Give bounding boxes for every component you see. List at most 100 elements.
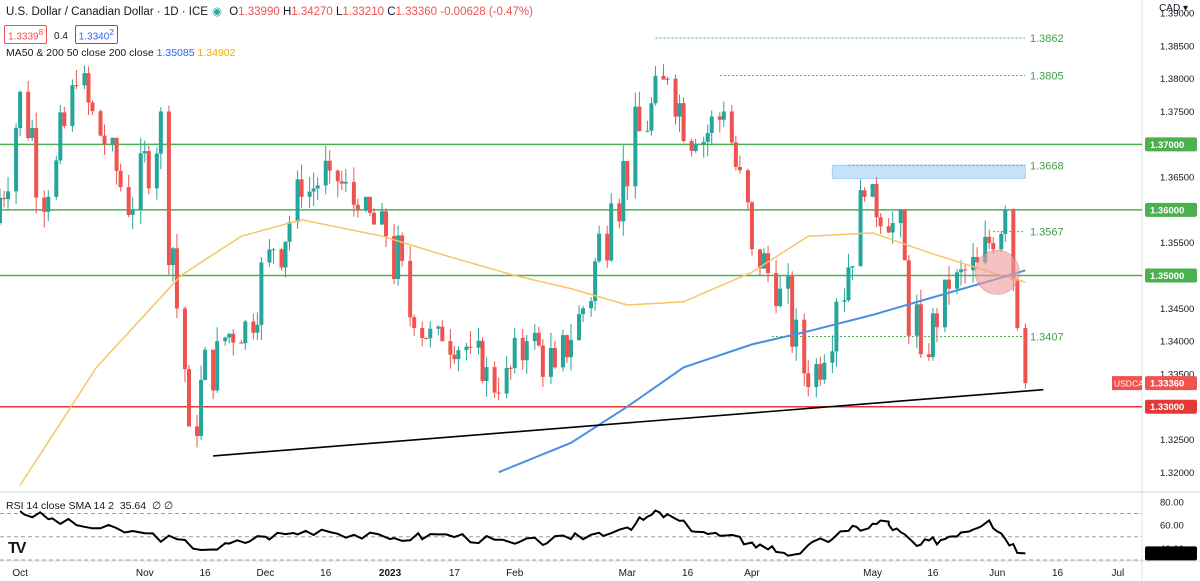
candle-body	[709, 116, 714, 134]
candle-body	[508, 367, 513, 369]
candle-body	[946, 279, 951, 289]
candle-body	[412, 317, 417, 328]
candle-body	[846, 267, 851, 301]
candle-body	[665, 78, 670, 80]
candle-body	[625, 161, 630, 187]
y-tick-label: 1.35500	[1160, 238, 1194, 249]
x-tick-label: 16	[320, 568, 332, 579]
candle-body	[605, 233, 610, 261]
candle-body	[987, 236, 992, 244]
candle-body	[1015, 279, 1020, 328]
x-tick-label: 16	[1052, 568, 1064, 579]
dotted-level-label: 1.3805	[1030, 70, 1064, 82]
candle-body	[215, 341, 220, 391]
x-tick-label: Dec	[256, 568, 274, 579]
candle-body	[492, 367, 497, 393]
candle-body	[621, 161, 626, 222]
candle-body	[918, 304, 923, 355]
level-price-tag	[1145, 399, 1197, 414]
y-tick-label: 1.37500	[1160, 107, 1194, 118]
candle-body	[46, 196, 51, 212]
candle-body	[408, 260, 413, 318]
y-tick-label: 1.39000	[1160, 9, 1194, 20]
symbol-tag	[1112, 376, 1142, 391]
candle-body	[689, 140, 694, 152]
candle-body	[963, 269, 968, 271]
candle-body	[126, 187, 131, 215]
level-price-label: 1.33000	[1150, 402, 1184, 413]
candle-body	[681, 103, 686, 141]
candle-body	[440, 326, 445, 342]
candle-body	[424, 337, 429, 339]
candle-body	[902, 209, 907, 261]
candle-body	[114, 137, 119, 171]
candle-body	[211, 349, 216, 391]
candle-body	[677, 103, 682, 117]
candle-body	[203, 349, 208, 380]
x-tick-label: Mar	[619, 568, 637, 579]
currency-selector[interactable]: CAD ▾	[1159, 3, 1188, 14]
candle-body	[597, 233, 602, 262]
candle-body	[452, 354, 457, 360]
candle-body	[693, 144, 698, 152]
x-tick-label: 17	[449, 568, 461, 579]
candle-body	[283, 241, 288, 268]
candle-body	[842, 300, 847, 302]
rsi-tick-label: 60.00	[1160, 521, 1184, 532]
x-tick-label: Feb	[506, 568, 524, 579]
ohlc-value: 1.33210	[342, 6, 388, 18]
candle-body	[90, 102, 95, 112]
candle-body	[890, 223, 895, 233]
change-value: -0.00628 (-0.47%)	[440, 6, 533, 18]
x-tick-label: 2023	[379, 568, 402, 579]
candle-body	[552, 347, 557, 368]
candle-body	[1023, 328, 1028, 384]
candle-body	[195, 426, 200, 436]
candle-body	[58, 112, 63, 161]
last-price-tag	[1145, 376, 1197, 391]
candle-body	[54, 160, 59, 197]
ma-legend[interactable]: MA50 & 200 50 close 200 close 1.35085 1.…	[6, 47, 235, 59]
candle-body	[464, 346, 469, 351]
ohlc-label: L	[336, 6, 343, 18]
candle-body	[749, 202, 754, 250]
candle-body	[199, 379, 204, 436]
sell-price-box[interactable]: 1.33398	[4, 25, 48, 45]
candle-body	[942, 279, 947, 328]
candle-body	[496, 392, 501, 394]
level-price-label: 1.36000	[1150, 205, 1184, 216]
candle-body	[223, 337, 228, 342]
candle-body	[649, 103, 654, 131]
rsi-legend[interactable]: RSI 14 close SMA 14 2 35.64 ∅ ∅	[6, 500, 173, 512]
candle-body	[311, 188, 316, 192]
candle-body	[862, 190, 867, 197]
tradingview-logo-icon: TV	[8, 540, 27, 557]
rsi-value: 35.64	[119, 500, 147, 512]
ohlc-value: 1.34270	[291, 6, 337, 18]
candle-body	[251, 321, 256, 333]
candle-body	[1011, 209, 1016, 280]
candle-body	[536, 332, 541, 346]
candle-body	[548, 347, 553, 377]
spread-value: 0.4	[54, 31, 68, 43]
candle-body	[255, 324, 260, 333]
rsi-extra: ∅ ∅	[151, 500, 174, 512]
candle-body	[737, 166, 742, 171]
candle-body	[436, 326, 441, 329]
ohlc-readout: O1.33990 H1.34270 L1.33210 C1.33360	[229, 6, 440, 18]
candle-body	[367, 196, 372, 213]
candle-body	[645, 130, 650, 132]
candle-body	[484, 367, 489, 381]
candle-body	[14, 128, 19, 192]
candle-body	[999, 233, 1004, 250]
chart-title: U.S. Dollar / Canadian Dollar · 1D · ICE	[6, 6, 208, 18]
candle-body	[705, 133, 710, 142]
candle-body	[930, 313, 935, 358]
candle-body	[633, 106, 638, 187]
buy-price-box[interactable]: 1.33402	[74, 25, 118, 45]
candle-body	[259, 262, 264, 325]
level-price-tag	[1145, 268, 1197, 283]
ohlc-label: O	[229, 6, 239, 18]
candle-body	[400, 235, 405, 261]
